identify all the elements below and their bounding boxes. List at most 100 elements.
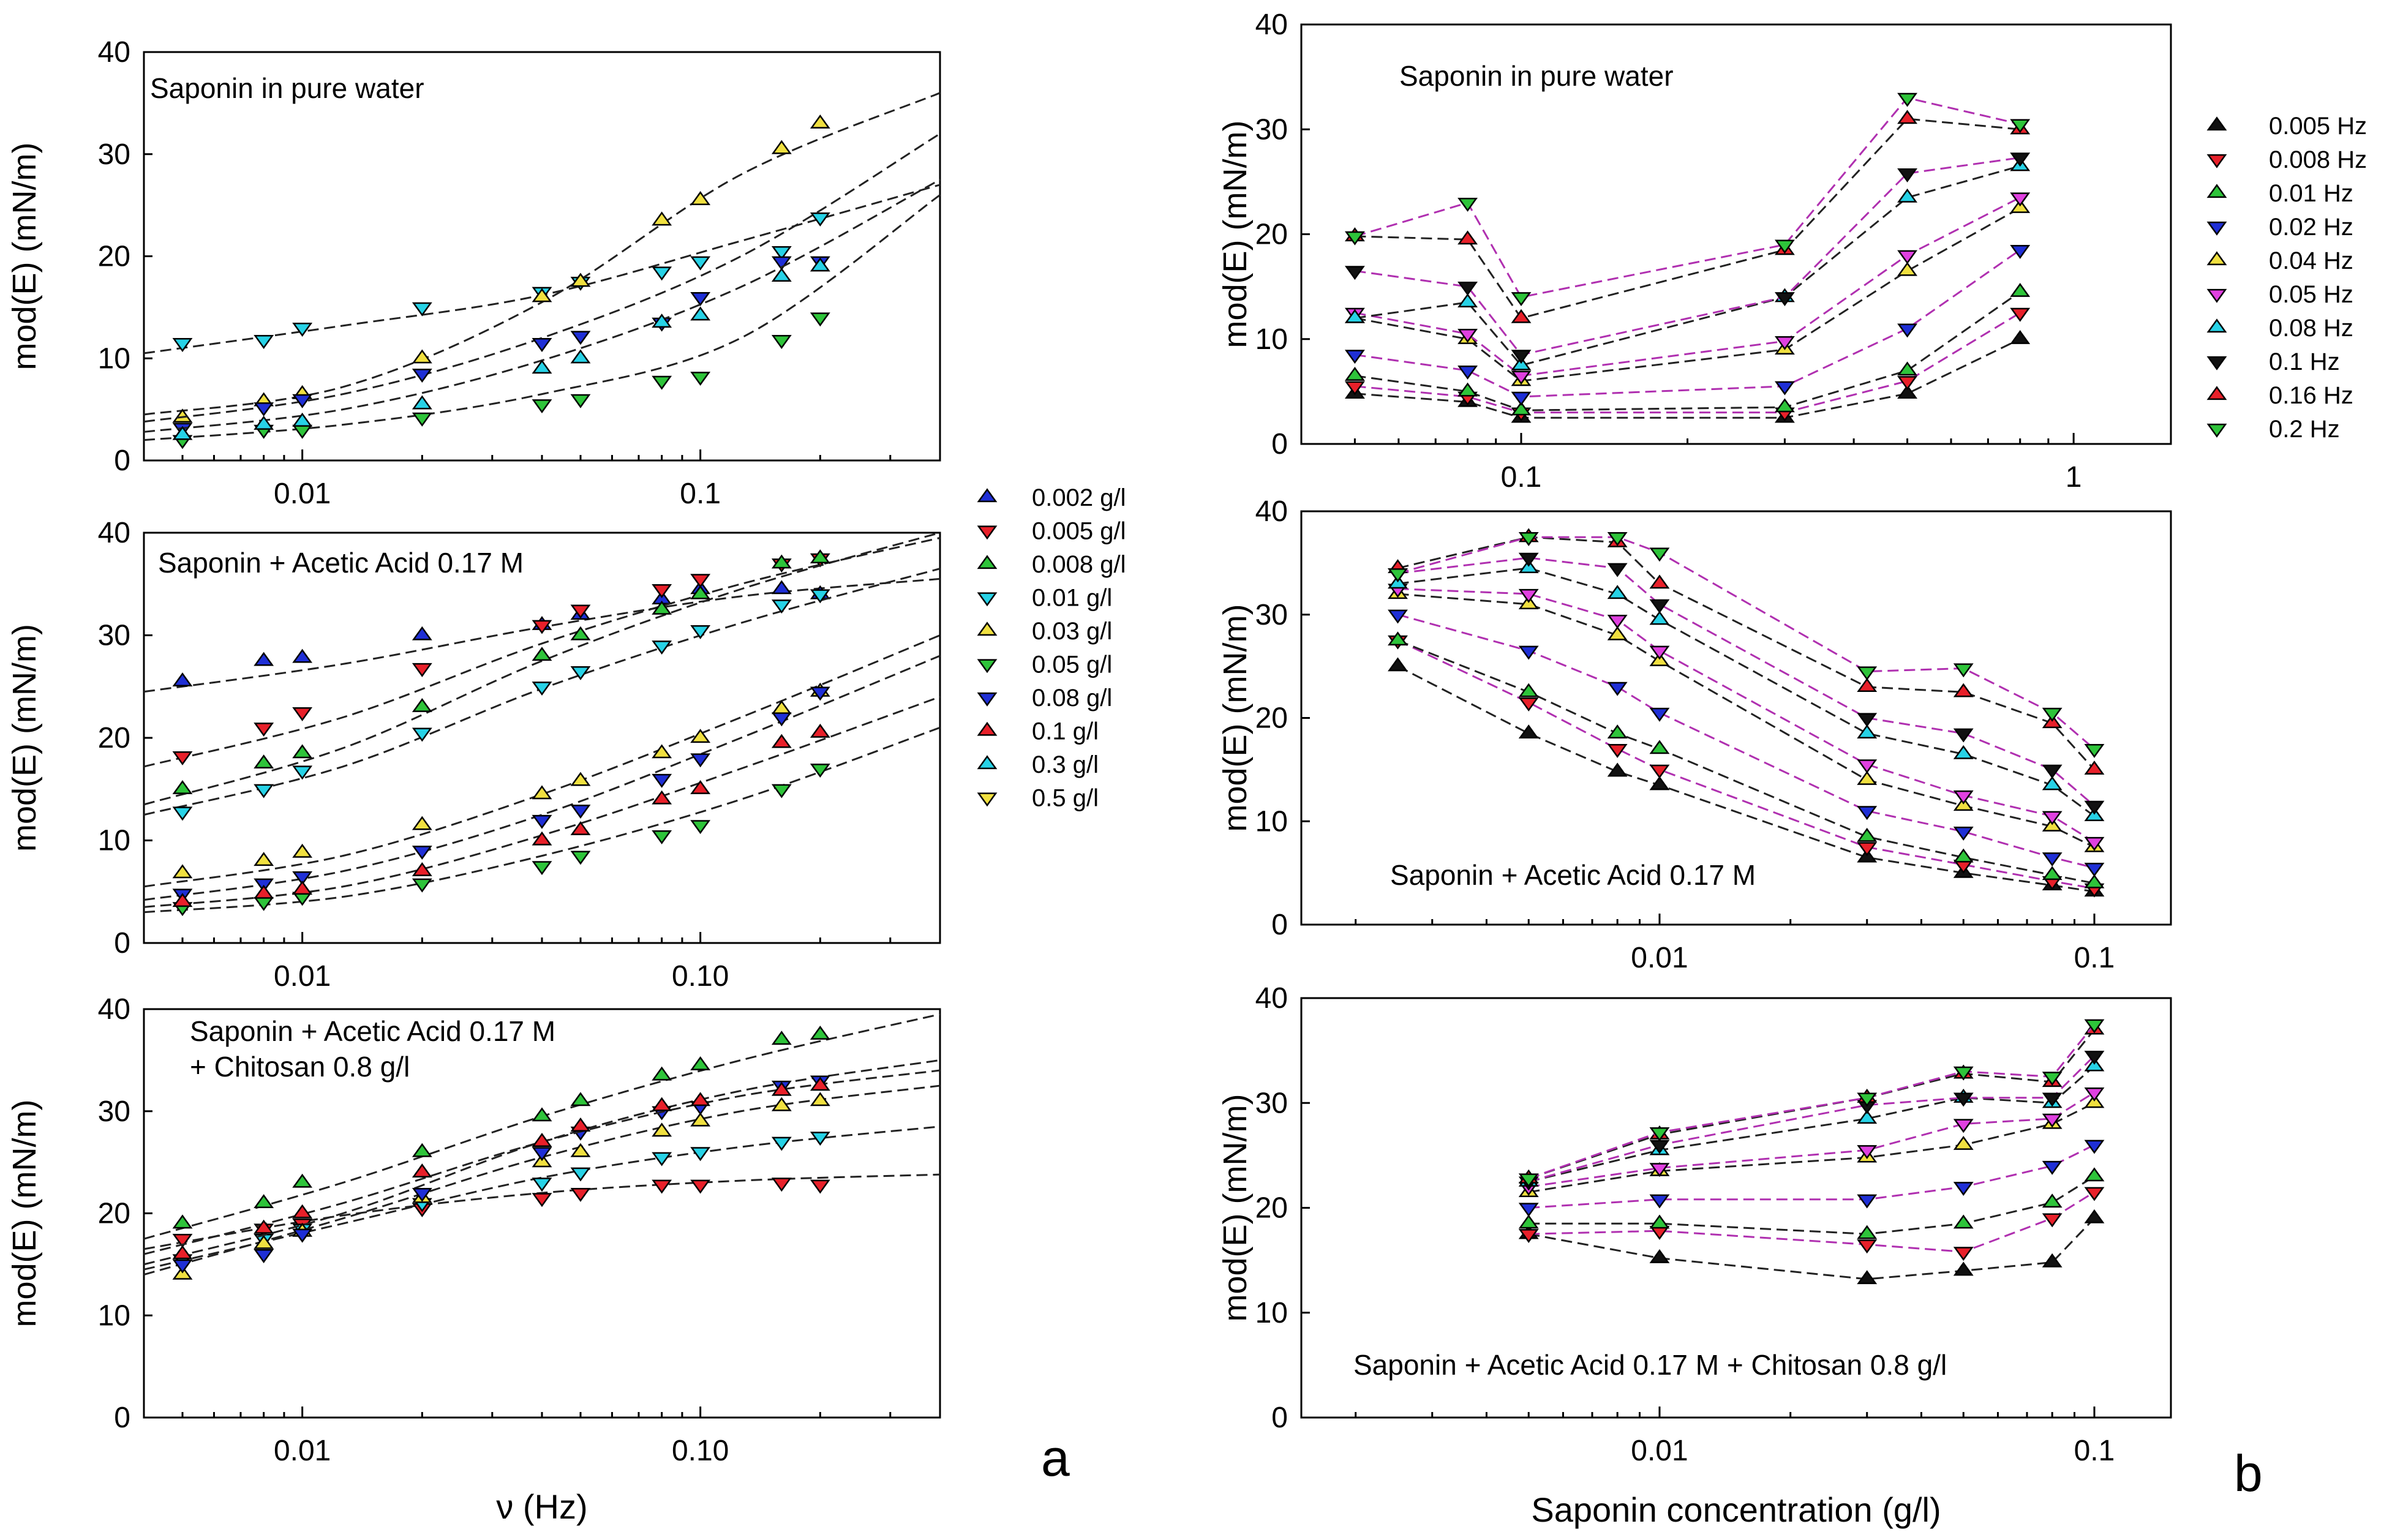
legend-label: 0.05 g/l <box>1032 652 1112 678</box>
data-point <box>1953 1247 1974 1261</box>
data-point <box>1897 261 1918 276</box>
fit-curve <box>143 1173 941 1250</box>
data-point <box>771 599 792 614</box>
legend-label: 0.002 g/l <box>1032 484 1126 511</box>
x-tick-label: 0.10 <box>672 960 729 993</box>
series-line <box>1355 165 2021 367</box>
series-0-04-Hz <box>1388 585 2105 852</box>
series-line <box>1528 1217 2096 1280</box>
series-0-2-Hz <box>1344 92 2031 306</box>
data-point <box>1857 842 1878 857</box>
data-point <box>652 830 672 844</box>
x-tick-label: 0.01 <box>1631 1435 1688 1467</box>
data-point <box>2084 743 2105 758</box>
data-point <box>292 412 313 427</box>
data-point <box>1953 745 1974 759</box>
data-point <box>1649 740 1670 754</box>
x-tick-label: 0.1 <box>1501 461 1542 494</box>
y-tick-label: 40 <box>98 993 130 1026</box>
y-tick-label: 20 <box>98 241 130 273</box>
legend-label: 0.005 g/l <box>1032 518 1126 545</box>
fit-curve <box>143 726 941 914</box>
data-point <box>172 1259 193 1274</box>
data-point <box>1953 663 1974 678</box>
panel-label-a: a <box>1041 1429 1070 1487</box>
y-axis-label: mod(E) (mN/m) <box>6 1100 43 1328</box>
data-point <box>172 338 193 352</box>
series-line <box>1355 291 2021 411</box>
data-point <box>1457 329 1478 343</box>
data-point <box>2010 330 2031 344</box>
data-point <box>570 821 591 835</box>
y-tick-label: 20 <box>1255 702 1288 735</box>
fit-curve <box>143 536 941 768</box>
data-point <box>2042 1213 2063 1228</box>
fit-curve <box>143 655 941 901</box>
legend-marker <box>977 659 998 674</box>
data-point <box>292 1173 313 1188</box>
data-point <box>810 723 830 738</box>
data-point <box>1518 588 1539 603</box>
y-tick-label: 40 <box>1255 495 1288 528</box>
data-point <box>412 878 432 893</box>
y-axis-label: mod(E) (mN/m) <box>1217 1094 1254 1322</box>
data-point <box>1897 110 1918 124</box>
legend-label: 0.08 g/l <box>1032 685 1112 712</box>
data-point <box>1388 657 1408 672</box>
legend-marker <box>977 592 998 607</box>
legends-layer: 0.002 g/l 0.005 g/l 0.008 g/l 0.01 g/l 0.03 … <box>977 113 2367 812</box>
y-axis-label: mod(E) (mN/m) <box>1217 604 1254 832</box>
series-line <box>1397 665 2095 893</box>
chart-a3: 0 10 20 30 40 0.01 0.10 mod(E) (mN/m) ν (Hz) Sapo… <box>6 993 941 1526</box>
data-point <box>771 1031 792 1045</box>
data-point <box>532 814 552 829</box>
data-point <box>1774 336 1795 350</box>
data-point <box>2010 192 2031 207</box>
data-point <box>172 893 193 907</box>
data-point <box>810 257 830 272</box>
data-point <box>532 288 552 302</box>
y-tick-label: 10 <box>98 825 130 857</box>
data-point <box>570 772 591 786</box>
y-tick-label: 30 <box>1255 1087 1288 1119</box>
data-point <box>771 580 792 595</box>
data-point <box>2084 800 2105 815</box>
data-point <box>1388 609 1408 624</box>
data-point <box>2042 1072 2063 1086</box>
data-point <box>1897 92 1918 107</box>
data-point <box>532 647 552 661</box>
data-point <box>1953 848 1974 863</box>
legend-concentrations: 0.002 g/l 0.005 g/l 0.008 g/l 0.01 g/l 0.03 … <box>977 484 1126 812</box>
data-point <box>1649 1249 1670 1263</box>
series-line <box>1355 207 2021 382</box>
data-point <box>532 1147 552 1162</box>
series-line <box>1355 312 2021 414</box>
y-tick-label: 40 <box>98 517 130 549</box>
data-point <box>570 331 591 345</box>
data-point <box>254 852 274 866</box>
data-point <box>1953 1092 1974 1107</box>
data-point <box>1607 743 1628 758</box>
data-point <box>1857 1194 1878 1209</box>
data-point <box>292 744 313 759</box>
data-point <box>412 727 432 742</box>
chart-annotation: Saponin + Acetic Acid 0.17 M <box>190 1015 555 1047</box>
series-line <box>1397 536 2095 750</box>
data-point <box>2084 1187 2105 1201</box>
legend-marker <box>977 721 998 736</box>
data-point <box>1953 1182 1974 1196</box>
data-point <box>292 871 313 885</box>
data-point <box>532 682 552 696</box>
data-point <box>1649 707 1670 722</box>
data-point <box>690 1056 711 1070</box>
data-point <box>690 625 711 639</box>
data-point <box>2084 1087 2105 1102</box>
data-point <box>1857 806 1878 821</box>
data-point <box>570 1092 591 1106</box>
legend-frequencies: 0.005 Hz 0.008 Hz 0.01 Hz 0.02 Hz 0.04 Hz 0.0… <box>2206 113 2367 443</box>
series-0-01-Hz <box>1518 1167 2105 1239</box>
y-axis-label: mod(E) (mN/m) <box>1217 121 1254 348</box>
data-point <box>810 589 830 604</box>
data-point <box>1511 391 1532 406</box>
data-point <box>810 1179 830 1194</box>
